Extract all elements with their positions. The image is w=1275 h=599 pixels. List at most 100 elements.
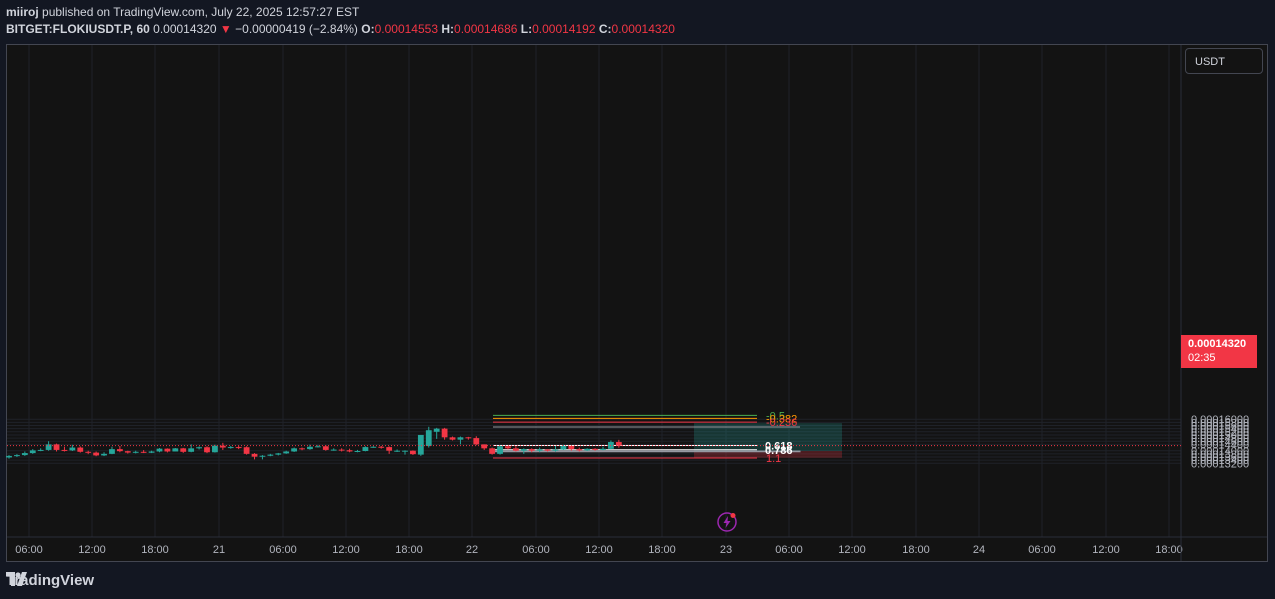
candle-body (53, 444, 60, 450)
ohlc-legend: BITGET:FLOKIUSDT.P, 60 0.00014320 ▼ −0.0… (6, 22, 675, 36)
author-name[interactable]: miiroj (6, 5, 39, 19)
candle-body (362, 447, 369, 452)
x-axis-label: 06:00 (1028, 544, 1056, 556)
candle-body (93, 452, 100, 456)
fib-level-label: 1.1 (766, 453, 781, 465)
candle-body (85, 451, 92, 453)
x-axis-label: 12:00 (332, 544, 360, 556)
candle-body (164, 448, 171, 452)
x-axis-label: 06:00 (775, 544, 803, 556)
candle-body (465, 437, 472, 439)
candle-body (497, 446, 503, 454)
x-axis-label: 06:00 (15, 544, 43, 556)
x-axis-label: 12:00 (585, 544, 613, 556)
candle-body (275, 453, 282, 455)
x-axis-label: 06:00 (522, 544, 550, 556)
tradingview-logo[interactable]: TradingView (6, 572, 94, 589)
candle-body (156, 448, 163, 452)
y-axis-label: 0.00013800 (1191, 449, 1249, 461)
candle-body (61, 449, 68, 451)
candle-body (354, 451, 361, 453)
candle-body (441, 428, 448, 438)
candle-body (188, 448, 195, 452)
y-axis-label: 0.00015200 (1191, 427, 1249, 439)
candle-body (212, 445, 218, 453)
current-price-tag: 0.00014320 02:35 (1181, 335, 1257, 368)
candle-body (267, 454, 274, 456)
y-axis-label: 0.00015600 (1191, 421, 1249, 433)
down-arrow-icon: ▼ (219, 22, 232, 36)
y-axis-label: 0.00014800 (1191, 433, 1249, 445)
candle-body (615, 442, 622, 446)
y-axis-label: 0.00014600 (1191, 436, 1249, 448)
candle-body (299, 448, 305, 450)
close-label: C: (598, 22, 612, 36)
candle-body (227, 447, 234, 449)
candle-body (243, 447, 250, 454)
fib-level-label: -0.382 (766, 413, 797, 425)
y-axis-label: 0.00015800 (1191, 417, 1249, 429)
lightning-alert-icon[interactable] (716, 511, 738, 533)
long-position-loss-zone (694, 451, 842, 458)
candle-body (314, 446, 321, 448)
candle-body (600, 448, 606, 450)
candle-body (259, 455, 266, 457)
candle-body (196, 447, 202, 449)
candle-body (109, 449, 115, 454)
symbol-label: BITGET:FLOKIUSDT.P, 60 (6, 22, 150, 36)
candle-body (370, 446, 377, 448)
candle-body (481, 444, 488, 449)
candle-body (520, 449, 527, 451)
fib-level-label: -0.5 (766, 410, 785, 422)
candle-body (386, 447, 393, 451)
candle-body (417, 434, 424, 455)
candle-body (204, 447, 210, 453)
candle-body (544, 449, 551, 451)
long-position-profit-zone (694, 423, 842, 452)
candle-body (489, 448, 496, 454)
candle-body (180, 448, 187, 452)
y-axis-label: 0.00013400 (1191, 455, 1249, 467)
candle-body (378, 446, 385, 448)
candle-body (251, 453, 258, 457)
candle-body (346, 450, 353, 452)
candle-body (140, 451, 147, 453)
candle-body (410, 450, 416, 455)
candle-body (552, 449, 559, 451)
x-axis-label: 12:00 (1092, 544, 1120, 556)
candle-body (172, 448, 179, 452)
y-axis-label: 0.00014000 (1191, 446, 1249, 458)
candle-body (132, 451, 139, 453)
fib-level-label: 0.786 (765, 445, 793, 457)
candle-body (338, 449, 345, 451)
candle-body (29, 450, 36, 454)
candle-body (457, 437, 464, 440)
candle-body (6, 455, 12, 458)
candle-body (219, 445, 226, 448)
candle-body (536, 449, 543, 451)
candle-body (307, 446, 313, 450)
y-axis-label: 0.00014400 (1191, 439, 1249, 451)
candle-body (402, 450, 408, 452)
x-axis-label: 21 (213, 544, 225, 556)
candle-body (505, 446, 511, 449)
candle-body (21, 453, 28, 456)
y-axis-label: 0.00013600 (1191, 452, 1249, 464)
bar-countdown: 02:35 (1188, 352, 1216, 364)
price-change: −0.00000419 (−2.84%) (235, 22, 358, 36)
candle-body (116, 449, 123, 452)
fib-level-label: 0.618 (765, 441, 793, 453)
currency-button[interactable]: USDT (1185, 48, 1263, 74)
high-value: 0.00014686 (454, 22, 518, 36)
publish-info: miiroj published on TradingView.com, Jul… (6, 5, 359, 19)
candle-body (45, 444, 52, 450)
open-label: O: (361, 22, 375, 36)
x-axis-label: 18:00 (902, 544, 930, 556)
low-label: L: (520, 22, 533, 36)
candle-body (592, 448, 598, 450)
last-price: 0.00014320 (153, 22, 217, 36)
candle-body (512, 448, 519, 451)
candle-body (473, 438, 480, 445)
chart-pane[interactable] (6, 44, 1268, 562)
